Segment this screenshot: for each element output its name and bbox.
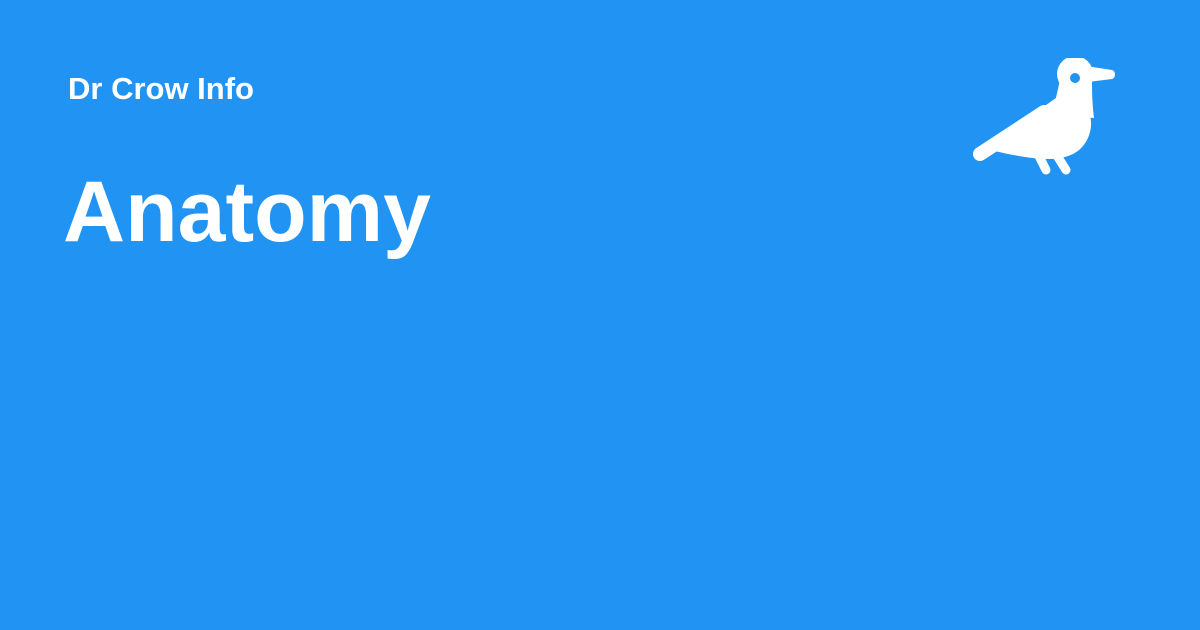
crow-icon — [968, 56, 1118, 180]
site-name: Dr Crow Info — [68, 71, 254, 106]
page-title: Anatomy — [63, 164, 431, 260]
